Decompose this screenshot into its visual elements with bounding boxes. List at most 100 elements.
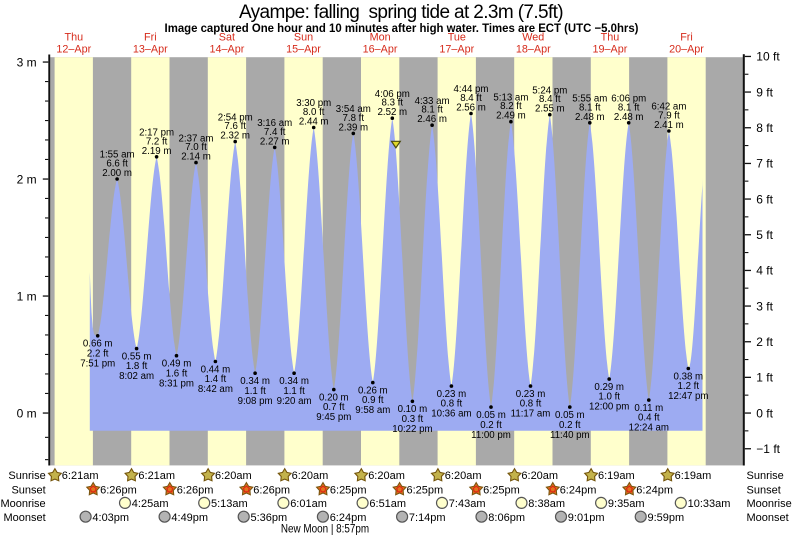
svg-text:6:01am: 6:01am — [290, 498, 327, 510]
svg-text:8.1 ft: 8.1 ft — [618, 102, 640, 113]
svg-text:0.2 ft: 0.2 ft — [480, 420, 502, 431]
svg-text:12–Apr: 12–Apr — [56, 44, 91, 56]
svg-text:1 m: 1 m — [17, 290, 37, 304]
svg-text:8:42 am: 8:42 am — [198, 384, 233, 395]
svg-text:Sunset: Sunset — [747, 485, 781, 497]
svg-text:2:54 pm: 2:54 pm — [218, 112, 253, 123]
svg-text:9:20 am: 9:20 am — [277, 396, 312, 407]
svg-text:2.27 m: 2.27 m — [260, 136, 290, 147]
svg-text:3:30 pm: 3:30 pm — [296, 98, 331, 109]
svg-text:6:24pm: 6:24pm — [330, 512, 367, 524]
svg-text:0.2 ft: 0.2 ft — [559, 420, 581, 431]
svg-text:−1 ft: −1 ft — [756, 442, 780, 456]
svg-text:11:00 pm: 11:00 pm — [471, 430, 511, 441]
svg-text:4:33 am: 4:33 am — [415, 96, 450, 107]
svg-text:6 ft: 6 ft — [756, 192, 773, 206]
svg-text:8.4 ft: 8.4 ft — [539, 94, 561, 105]
svg-text:0.9 ft: 0.9 ft — [362, 395, 384, 406]
svg-text:6:42 am: 6:42 am — [651, 102, 686, 113]
svg-text:8.1 ft: 8.1 ft — [579, 102, 601, 113]
svg-text:6:51am: 6:51am — [369, 498, 406, 510]
svg-text:0.10 m: 0.10 m — [398, 404, 428, 415]
svg-text:2.48 m: 2.48 m — [614, 112, 644, 123]
svg-text:7.9 ft: 7.9 ft — [658, 111, 680, 122]
svg-text:6:24pm: 6:24pm — [560, 485, 597, 497]
svg-text:1 ft: 1 ft — [756, 371, 773, 385]
svg-text:0.3 ft: 0.3 ft — [402, 414, 424, 425]
svg-text:6:25pm: 6:25pm — [330, 485, 367, 497]
svg-text:2.49 m: 2.49 m — [496, 111, 526, 122]
svg-text:5:13 am: 5:13 am — [493, 92, 528, 103]
svg-text:7:14pm: 7:14pm — [409, 512, 446, 524]
svg-text:6:06 pm: 6:06 pm — [611, 94, 646, 105]
svg-text:2.41 m: 2.41 m — [654, 120, 684, 131]
svg-text:Sunset: Sunset — [11, 485, 45, 497]
svg-text:14–Apr: 14–Apr — [209, 44, 244, 56]
svg-text:12:47 pm: 12:47 pm — [668, 391, 708, 402]
svg-text:2.14 m: 2.14 m — [181, 152, 211, 163]
svg-text:1.1 ft: 1.1 ft — [244, 386, 266, 397]
svg-text:Sat: Sat — [219, 32, 235, 44]
svg-text:5:24 pm: 5:24 pm — [532, 85, 567, 96]
svg-text:6:20am: 6:20am — [215, 470, 252, 482]
svg-text:2.2 ft: 2.2 ft — [87, 348, 109, 359]
svg-text:8 ft: 8 ft — [756, 121, 773, 135]
svg-text:4:49pm: 4:49pm — [171, 512, 208, 524]
svg-text:6:20am: 6:20am — [292, 470, 329, 482]
svg-text:6:25pm: 6:25pm — [483, 485, 520, 497]
svg-text:12:24 am: 12:24 am — [629, 423, 669, 434]
svg-text:Mon: Mon — [370, 32, 391, 44]
svg-text:2.55 m: 2.55 m — [535, 104, 565, 115]
svg-text:15–Apr: 15–Apr — [286, 44, 321, 56]
svg-text:5:55 am: 5:55 am — [572, 94, 607, 105]
svg-text:0 m: 0 m — [17, 407, 37, 421]
svg-text:18–Apr: 18–Apr — [516, 44, 551, 56]
svg-text:6:21am: 6:21am — [62, 470, 99, 482]
svg-text:6:21am: 6:21am — [138, 470, 175, 482]
svg-text:7:43am: 7:43am — [449, 498, 486, 510]
svg-text:11:17 am: 11:17 am — [511, 409, 551, 420]
svg-text:7.0 ft: 7.0 ft — [185, 142, 207, 153]
svg-text:3 m: 3 m — [17, 56, 37, 70]
svg-text:Moonrise: Moonrise — [0, 498, 45, 510]
svg-text:2:37 am: 2:37 am — [178, 133, 213, 144]
svg-text:Moonset: Moonset — [747, 512, 789, 524]
svg-text:19–Apr: 19–Apr — [592, 44, 627, 56]
svg-text:0.34 m: 0.34 m — [279, 376, 309, 387]
svg-text:5:36pm: 5:36pm — [251, 512, 288, 524]
svg-text:9:01pm: 9:01pm — [568, 512, 605, 524]
svg-text:13–Apr: 13–Apr — [133, 44, 168, 56]
svg-text:4 ft: 4 ft — [756, 264, 773, 278]
svg-text:Ayampe: falling spring tide a: Ayampe: falling spring tide at 2.3m (7.5… — [239, 2, 563, 23]
svg-text:2.32 m: 2.32 m — [220, 131, 250, 142]
svg-text:0.7 ft: 0.7 ft — [323, 402, 345, 413]
svg-text:6:25pm: 6:25pm — [407, 485, 444, 497]
svg-text:2.00 m: 2.00 m — [102, 168, 132, 179]
svg-text:8:06pm: 8:06pm — [488, 512, 525, 524]
svg-text:4:03pm: 4:03pm — [92, 512, 129, 524]
svg-text:3:54 am: 3:54 am — [336, 104, 371, 115]
svg-text:0 ft: 0 ft — [756, 406, 773, 420]
svg-text:New Moon | 8:57pm: New Moon | 8:57pm — [281, 523, 369, 536]
svg-text:Thu: Thu — [64, 32, 83, 44]
svg-text:Tue: Tue — [448, 32, 466, 44]
svg-text:0.8 ft: 0.8 ft — [520, 399, 542, 410]
svg-text:6:26pm: 6:26pm — [177, 485, 214, 497]
svg-text:6:26pm: 6:26pm — [100, 485, 137, 497]
svg-text:8.2 ft: 8.2 ft — [500, 101, 522, 112]
svg-text:0.05 m: 0.05 m — [555, 410, 585, 421]
svg-text:6:19am: 6:19am — [598, 470, 635, 482]
svg-text:0.26 m: 0.26 m — [358, 385, 388, 396]
svg-text:1.4 ft: 1.4 ft — [205, 374, 227, 385]
svg-text:6:20am: 6:20am — [445, 470, 482, 482]
svg-text:12:00 pm: 12:00 pm — [589, 402, 629, 413]
svg-text:8.0 ft: 8.0 ft — [303, 107, 325, 118]
svg-text:9:58 am: 9:58 am — [355, 405, 390, 416]
svg-text:9:45 pm: 9:45 pm — [316, 412, 351, 423]
svg-text:8:02 am: 8:02 am — [119, 371, 154, 382]
svg-text:Thu: Thu — [601, 32, 620, 44]
svg-text:2 ft: 2 ft — [756, 335, 773, 349]
svg-text:4:06 pm: 4:06 pm — [375, 89, 410, 100]
svg-text:1.2 ft: 1.2 ft — [678, 381, 700, 392]
svg-text:0.8 ft: 0.8 ft — [441, 399, 463, 410]
